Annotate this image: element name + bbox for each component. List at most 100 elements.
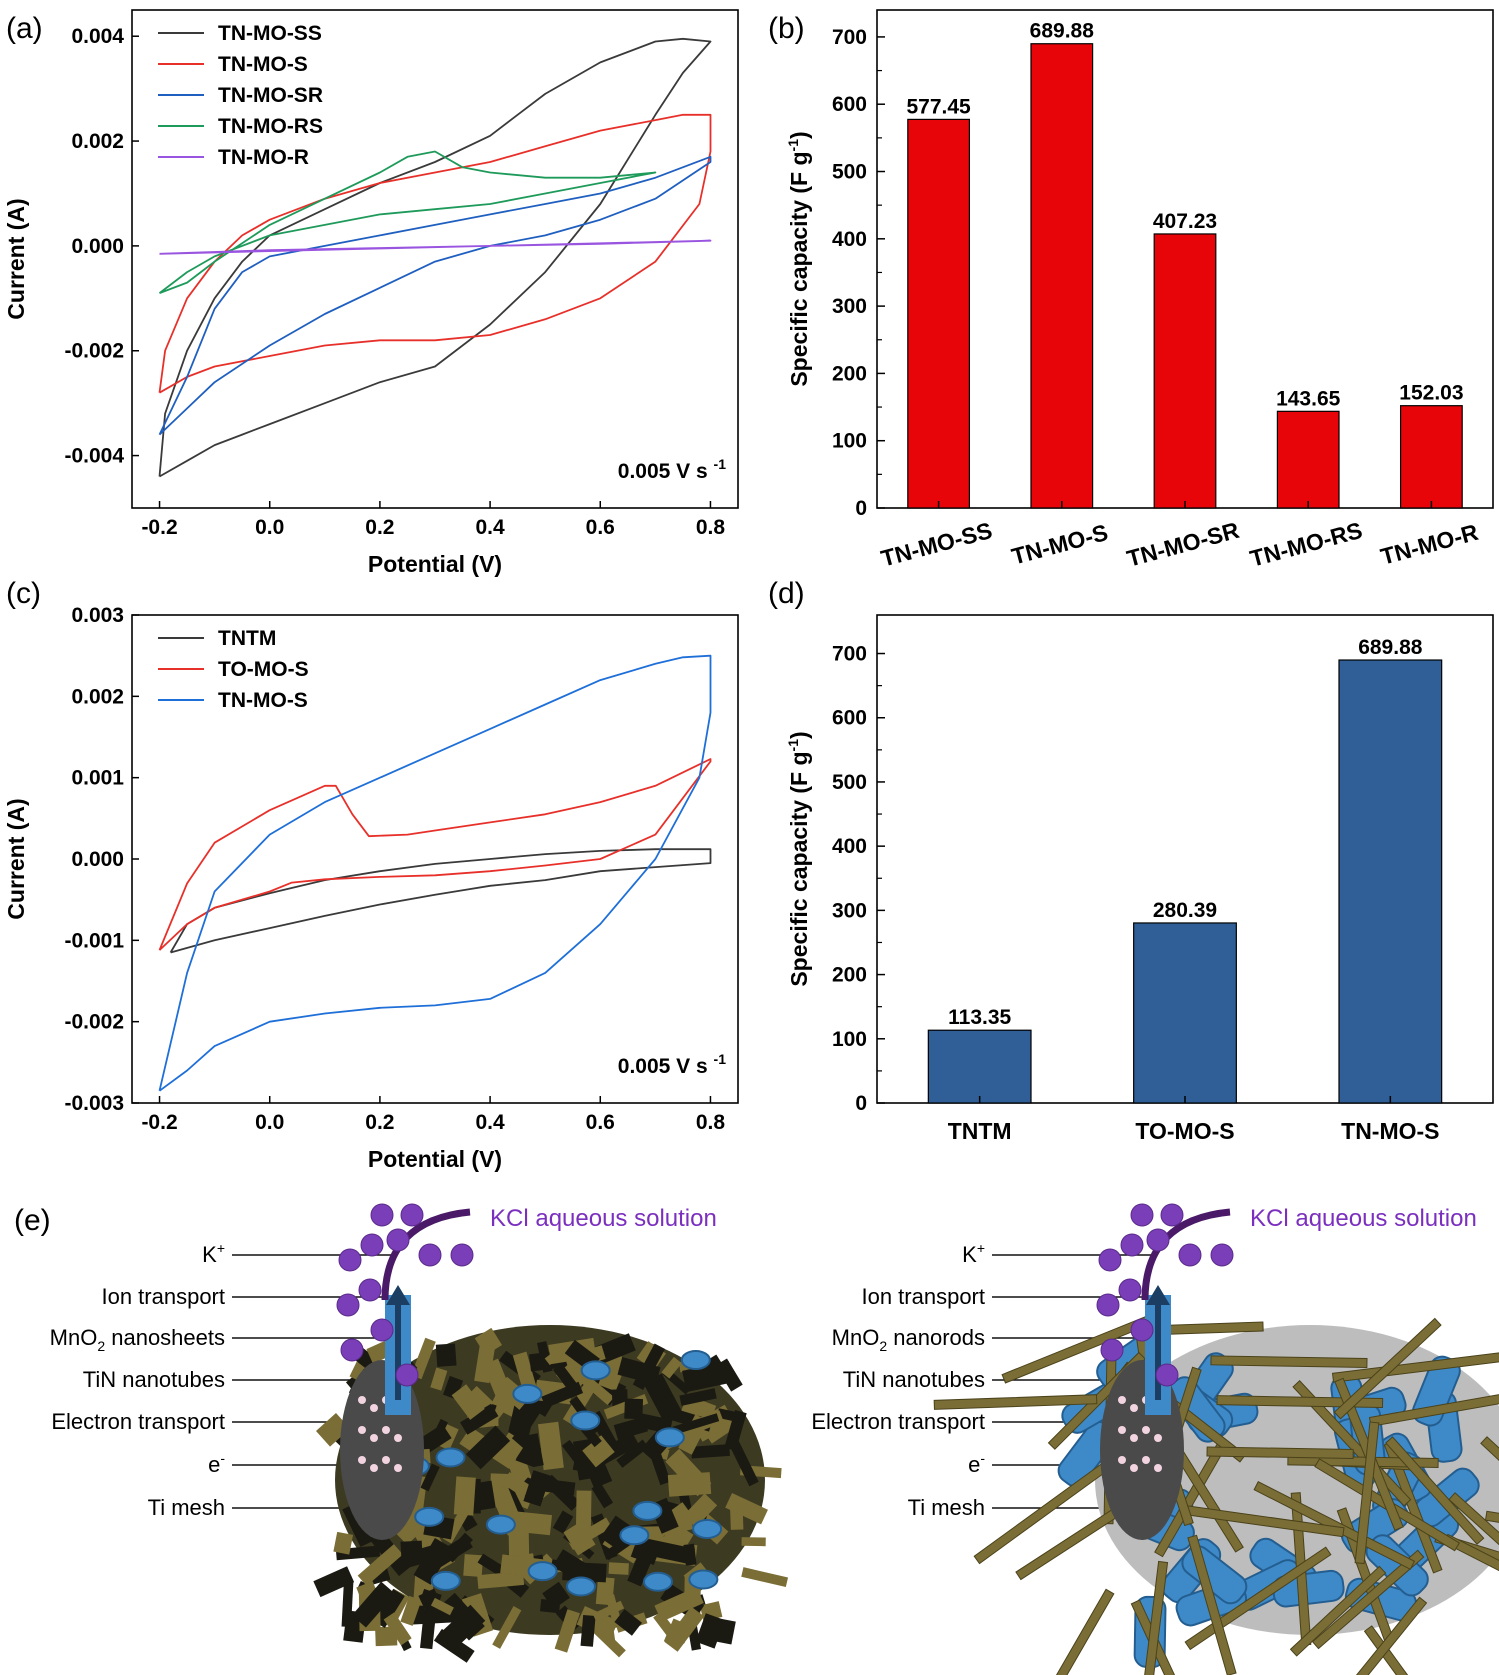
scan-rate-annotation: 0.005 V s -1 — [618, 456, 726, 483]
schematic-nanorods: K+ Ion transport MnO2 nanorods TiN nanotube… — [811, 1203, 1499, 1675]
y-axis-label-text: Specific capacity (F g — [786, 751, 812, 986]
schematic-label-text: e — [968, 1452, 980, 1477]
schematic-label: MnO2 nanosheets — [50, 1325, 225, 1354]
scan-rate-text: 0.005 V s — [618, 460, 714, 483]
y-tick-label: 0.004 — [71, 25, 124, 48]
nanosheet — [373, 1588, 405, 1629]
electron-dot — [1118, 1456, 1126, 1464]
schematic-label-text: Electron transport — [51, 1409, 225, 1434]
mno2-nanorod — [1210, 1355, 1368, 1369]
nanosheet — [543, 1474, 581, 1511]
y-tick-label: -0.002 — [64, 1011, 124, 1034]
y-tick-label: 200 — [832, 964, 867, 987]
k-ion — [418, 1243, 442, 1267]
x-tick-label: -0.2 — [141, 1111, 177, 1134]
mno2-nanorod — [1484, 1510, 1499, 1540]
k-ion — [1178, 1243, 1202, 1267]
nanosheet — [592, 1600, 625, 1622]
arrowhead — [386, 1285, 410, 1305]
tin-nanotube — [680, 1350, 711, 1371]
nanosheet — [474, 1343, 496, 1384]
y-tick-label: 700 — [832, 26, 867, 49]
nanosheet — [383, 1612, 412, 1646]
x-axis-label: Potential (V) — [368, 551, 502, 577]
nanosheet — [643, 1373, 683, 1423]
y-tick-label: 0 — [855, 1092, 867, 1115]
k-ion — [1120, 1233, 1144, 1257]
nanosheet — [313, 1566, 355, 1598]
bar-value-label: 113.35 — [948, 1006, 1011, 1029]
bar-value-label: 577.45 — [906, 95, 971, 118]
nanosheet — [429, 1418, 449, 1446]
schematic-label: e- — [968, 1450, 985, 1477]
nanosheet — [463, 1554, 484, 1577]
nanosheet — [582, 1435, 615, 1468]
y-tick-label: 0.000 — [71, 235, 124, 258]
x-tick-label: 0.4 — [475, 516, 505, 539]
y-axis-label: Current (A) — [3, 198, 29, 319]
schematic-label: K+ — [202, 1240, 225, 1267]
mno2-nanorod — [973, 1458, 1114, 1565]
scan-rate-exponent: -1 — [714, 456, 727, 472]
schematic-label-text: Electron transport — [811, 1409, 985, 1434]
electron-dot — [382, 1456, 390, 1464]
nanosheet — [459, 1403, 499, 1435]
y-tick-label: 0.002 — [71, 685, 124, 708]
x-tick-label: 0.8 — [696, 1111, 726, 1134]
y-tick-label: 200 — [832, 362, 867, 385]
schematic-label: e- — [208, 1450, 225, 1477]
schematic-label: TiN nanotubes — [83, 1367, 225, 1392]
electron-dot — [1118, 1426, 1126, 1434]
nanosheet — [420, 1463, 440, 1492]
nanosheet — [624, 1398, 644, 1420]
y-axis-label-text: Specific capacity (F g — [786, 151, 812, 386]
tin-nanotube — [688, 1569, 719, 1590]
electron-dot — [358, 1456, 366, 1464]
electron-dot — [1142, 1456, 1150, 1464]
schematic-label-text: TiN nanotubes — [843, 1367, 985, 1392]
nanosheet — [587, 1464, 613, 1489]
nanosheet — [691, 1444, 730, 1459]
k-ion — [1098, 1248, 1122, 1272]
schematic-label-text: Ion transport — [861, 1284, 985, 1309]
tin-nanotube — [619, 1525, 650, 1546]
panel-label-b: (b) — [768, 12, 805, 45]
nanosheet — [632, 1343, 665, 1391]
nanosheet — [544, 1346, 565, 1366]
y-axis-label: Specific capacity (F g-1) — [785, 731, 812, 986]
schematic-label: Ion transport — [101, 1284, 225, 1309]
mno2-nanorod — [1385, 1436, 1485, 1545]
bar-value-label: 152.03 — [1399, 382, 1463, 405]
nanosheet — [436, 1604, 486, 1653]
nanosheet — [526, 1433, 544, 1468]
schematic-label: MnO2 nanorods — [832, 1325, 985, 1354]
mno2-nanorod — [1354, 1421, 1380, 1565]
schematic-nanosheets: K+ Ion transport MnO2 nanosheets TiN nanotu… — [50, 1203, 789, 1663]
legend-label: TO-MO-S — [218, 658, 309, 681]
schematic-label-text: Ti mesh — [908, 1495, 985, 1520]
schematic-label: Electron transport — [811, 1409, 985, 1434]
nanosheet — [465, 1425, 511, 1470]
k-ion — [1155, 1363, 1179, 1387]
y-tick-label: 100 — [832, 430, 867, 453]
k-ion — [1118, 1278, 1142, 1302]
tin-nanotube — [485, 1514, 516, 1535]
electron-dot — [1154, 1464, 1162, 1472]
y-tick-label: 100 — [832, 1028, 867, 1051]
panel-label-a: (a) — [6, 12, 43, 45]
nanosheet — [683, 1493, 718, 1528]
bar-value-label: 689.88 — [1030, 20, 1095, 43]
nanosheet — [315, 1413, 351, 1447]
schematic-label-text: e — [208, 1452, 220, 1477]
schematic-label-sub: 2 — [879, 1338, 887, 1354]
schematic-label: Ti mesh — [148, 1495, 225, 1520]
tin-nanotube — [435, 1447, 466, 1468]
solution-label: KCl aqueous solution — [1250, 1205, 1477, 1232]
scan-rate-annotation: 0.005 V s -1 — [618, 1051, 726, 1078]
nanosheet — [617, 1357, 661, 1385]
x-tick-label: 0.2 — [365, 1111, 394, 1134]
bar — [1399, 405, 1463, 509]
schematic-label-text: MnO — [50, 1325, 98, 1350]
electron-dot — [1118, 1396, 1126, 1404]
